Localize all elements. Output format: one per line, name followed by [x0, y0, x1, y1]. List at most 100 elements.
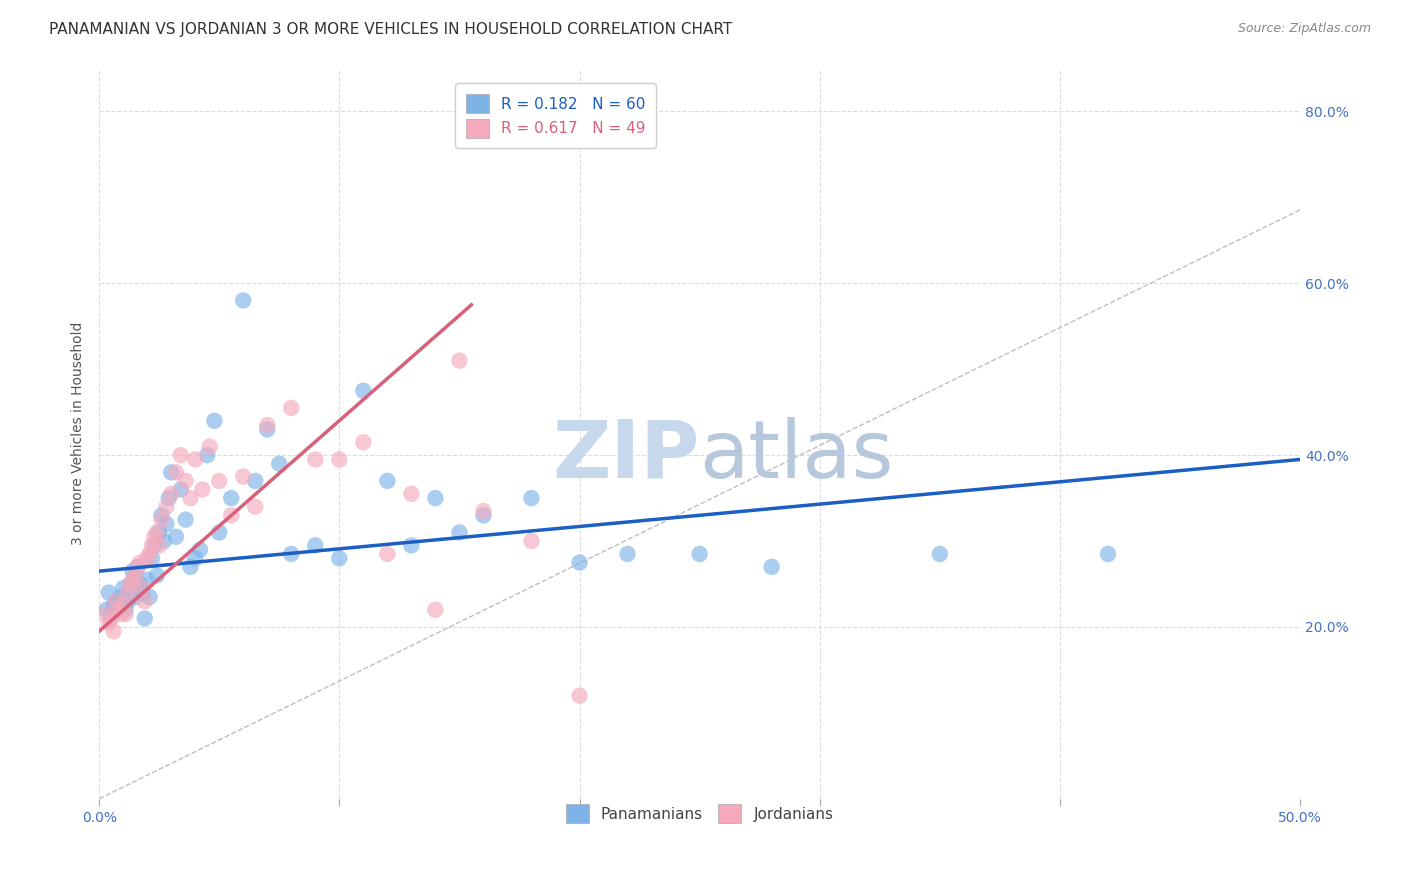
Point	[245, 474, 267, 488]
Text: PANAMANIAN VS JORDANIAN 3 OR MORE VEHICLES IN HOUSEHOLD CORRELATION CHART: PANAMANIAN VS JORDANIAN 3 OR MORE VEHICL…	[49, 22, 733, 37]
Point	[112, 599, 135, 613]
Point	[127, 559, 149, 574]
Point	[165, 466, 187, 480]
Point	[97, 615, 120, 630]
Point	[256, 422, 278, 436]
Point	[568, 689, 591, 703]
Point	[269, 457, 291, 471]
Point	[174, 474, 197, 488]
Point	[96, 603, 118, 617]
Point	[150, 508, 173, 523]
Point	[184, 551, 207, 566]
Point	[112, 582, 135, 596]
Point	[148, 538, 170, 552]
Point	[146, 568, 169, 582]
Point	[157, 491, 180, 505]
Point	[761, 559, 783, 574]
Point	[472, 504, 495, 518]
Point	[219, 491, 242, 505]
Point	[138, 590, 160, 604]
Point	[377, 474, 399, 488]
Point	[304, 538, 326, 552]
Point	[129, 556, 152, 570]
Point	[127, 559, 149, 574]
Point	[103, 599, 125, 613]
Point	[170, 448, 193, 462]
Point	[131, 585, 153, 599]
Text: Source: ZipAtlas.com: Source: ZipAtlas.com	[1237, 22, 1371, 36]
Point	[195, 448, 218, 462]
Point	[256, 418, 278, 433]
Point	[304, 452, 326, 467]
Point	[568, 556, 591, 570]
Point	[204, 414, 226, 428]
Point	[472, 508, 495, 523]
Point	[136, 551, 159, 566]
Point	[104, 594, 127, 608]
Point	[131, 582, 153, 596]
Point	[150, 513, 173, 527]
Point	[103, 624, 125, 639]
Point	[401, 538, 423, 552]
Point	[179, 559, 201, 574]
Point	[121, 573, 143, 587]
Point	[165, 530, 187, 544]
Point	[449, 525, 471, 540]
Point	[107, 603, 129, 617]
Point	[146, 525, 169, 540]
Point	[928, 547, 950, 561]
Point	[155, 500, 177, 514]
Point	[1097, 547, 1119, 561]
Point	[143, 530, 166, 544]
Point	[138, 547, 160, 561]
Point	[198, 440, 221, 454]
Point	[449, 353, 471, 368]
Point	[160, 466, 183, 480]
Point	[134, 594, 156, 608]
Point	[155, 516, 177, 531]
Point	[689, 547, 711, 561]
Point	[170, 483, 193, 497]
Point	[124, 568, 146, 582]
Point	[184, 452, 207, 467]
Point	[153, 534, 176, 549]
Point	[174, 513, 197, 527]
Point	[124, 568, 146, 582]
Point	[328, 452, 350, 467]
Point	[96, 607, 118, 621]
Point	[100, 611, 122, 625]
Point	[616, 547, 638, 561]
Point	[520, 491, 543, 505]
Point	[100, 607, 122, 621]
Point	[401, 487, 423, 501]
Point	[143, 538, 166, 552]
Point	[245, 500, 267, 514]
Text: ZIP: ZIP	[553, 417, 700, 494]
Point	[280, 401, 302, 415]
Point	[117, 585, 139, 599]
Point	[134, 611, 156, 625]
Point	[232, 293, 254, 308]
Legend: Panamanians, Jordanians: Panamanians, Jordanians	[554, 792, 845, 835]
Point	[110, 590, 132, 604]
Point	[377, 547, 399, 561]
Point	[208, 474, 231, 488]
Point	[129, 577, 152, 591]
Point	[112, 599, 135, 613]
Point	[219, 508, 242, 523]
Point	[520, 534, 543, 549]
Point	[124, 590, 146, 604]
Point	[352, 384, 374, 398]
Point	[188, 542, 211, 557]
Point	[425, 603, 447, 617]
Point	[114, 603, 136, 617]
Point	[136, 573, 159, 587]
Point	[97, 585, 120, 599]
Point	[425, 491, 447, 505]
Point	[117, 594, 139, 608]
Point	[141, 551, 163, 566]
Point	[141, 538, 163, 552]
Y-axis label: 3 or more Vehicles in Household: 3 or more Vehicles in Household	[72, 322, 86, 545]
Point	[232, 469, 254, 483]
Point	[104, 594, 127, 608]
